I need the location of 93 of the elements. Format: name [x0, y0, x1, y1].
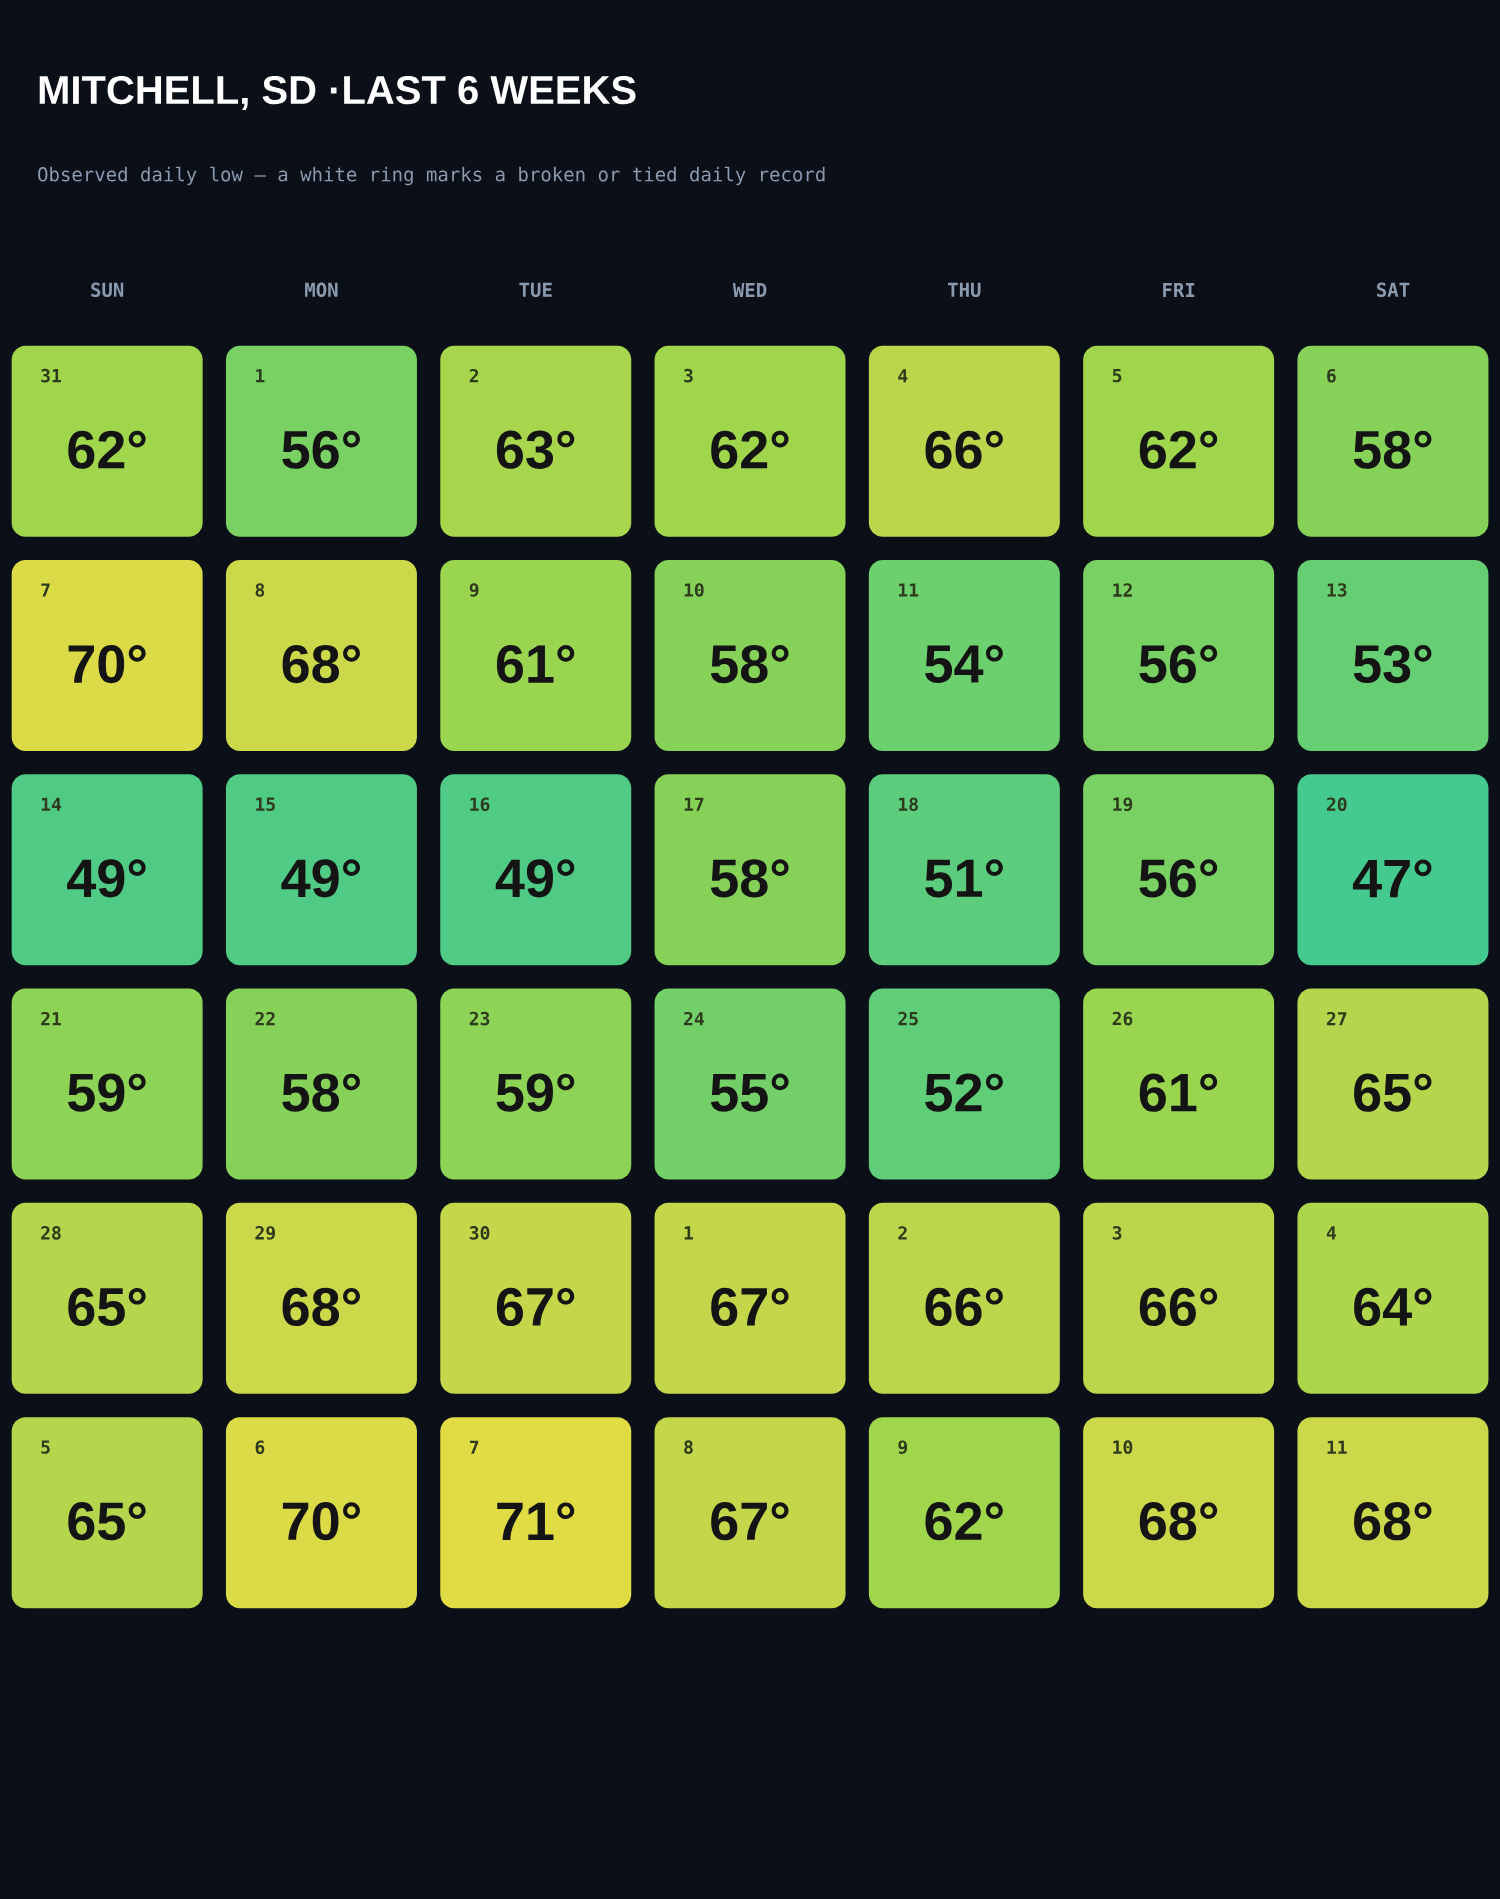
annotation: 13 — [1327, 583, 1347, 597]
x-tick-label: THU — [948, 282, 981, 297]
annotation: 7 — [469, 1440, 479, 1454]
data-label: 58° — [710, 859, 789, 898]
annotation: 6 — [1327, 368, 1336, 383]
annotation: 28 — [41, 1226, 61, 1240]
x-tick-label: WED — [732, 283, 767, 297]
data-label: 52° — [925, 1073, 1003, 1112]
x-tick-label: SAT — [1376, 282, 1410, 297]
annotation: 5 — [41, 1440, 50, 1454]
annotation: 21 — [41, 1011, 61, 1026]
data-label: 61° — [496, 644, 575, 684]
x-tick-label: FRI — [1163, 283, 1195, 297]
annotation: 5 — [1112, 369, 1122, 383]
data-label: 62° — [925, 1502, 1003, 1541]
data-label: 71° — [497, 1502, 575, 1541]
annotation: 10 — [684, 583, 704, 597]
data-label: 56° — [1139, 644, 1218, 684]
annotation: 20 — [1326, 797, 1347, 812]
annotation: 25 — [898, 1011, 918, 1026]
data-label: 67° — [496, 1287, 575, 1327]
annotation: 1 — [684, 1226, 693, 1240]
annotation: 1 — [256, 369, 265, 383]
annotation: 9 — [469, 583, 479, 597]
annotation: 19 — [1113, 797, 1133, 812]
annotation: 16 — [470, 797, 490, 812]
data-label: 63° — [496, 430, 575, 469]
data-label: 62° — [68, 430, 146, 469]
annotation: 11 — [898, 583, 919, 597]
data-label: 58° — [710, 644, 789, 684]
annotation: 9 — [898, 1440, 908, 1454]
data-label: 58° — [282, 1073, 360, 1112]
data-label: 55° — [710, 1073, 789, 1112]
data-label: 70° — [68, 644, 146, 684]
data-label: 65° — [68, 1287, 146, 1327]
data-label: 64° — [1354, 1287, 1432, 1327]
annotation: 3 — [1112, 1226, 1122, 1240]
data-label: 56° — [282, 430, 360, 469]
data-label: 59° — [67, 1073, 146, 1112]
x-tick-label: SUN — [91, 282, 124, 297]
x-tick-label: MON — [305, 282, 338, 297]
data-label: 67° — [711, 1287, 789, 1327]
data-label: 68° — [282, 1287, 360, 1327]
data-label: 49° — [281, 859, 360, 898]
annotation: 23 — [469, 1011, 490, 1026]
annotation: 31 — [41, 368, 61, 383]
data-label: 68° — [1139, 1502, 1218, 1541]
annotation: 2 — [898, 1226, 907, 1240]
data-label: 67° — [711, 1502, 789, 1541]
data-label: 54° — [925, 644, 1003, 684]
annotation: 4 — [1326, 1226, 1336, 1240]
annotation: 27 — [1326, 1011, 1347, 1026]
data-label: 49° — [495, 859, 575, 898]
data-label: 56° — [1139, 859, 1218, 898]
data-label: 51° — [925, 859, 1003, 898]
annotation: 11 — [1327, 1440, 1347, 1454]
data-label: 58° — [1353, 430, 1432, 469]
data-label: 62° — [711, 430, 789, 469]
data-label: 49° — [67, 859, 146, 898]
annotation: 30 — [469, 1226, 490, 1240]
annotation: 15 — [256, 797, 275, 811]
data-label: 61° — [1139, 1073, 1218, 1112]
data-label: 65° — [68, 1502, 146, 1541]
data-label: 59° — [496, 1073, 575, 1112]
data-label: 68° — [1354, 1502, 1432, 1541]
annotation: 12 — [1113, 583, 1132, 597]
data-label: 70° — [282, 1502, 360, 1541]
annotation: 18 — [898, 797, 918, 812]
annotation: 6 — [255, 1440, 265, 1454]
annotation: 8 — [684, 1440, 693, 1454]
annotation: 17 — [684, 797, 704, 811]
annotation: 14 — [41, 797, 61, 811]
annotation: 10 — [1113, 1440, 1133, 1454]
x-tick-label: TUE — [519, 282, 552, 297]
chart-subtitle: Observed daily low — a white ring marks a broken or tied daily record — [38, 166, 825, 186]
chart-title: MITCHELL, SD ·LAST 6 WEEKS — [39, 75, 636, 111]
annotation: 7 — [41, 583, 50, 597]
annotation: 2 — [469, 369, 479, 383]
data-label: 62° — [1139, 430, 1218, 469]
annotation: 4 — [898, 369, 908, 383]
data-label: 65° — [1354, 1073, 1432, 1112]
annotation: 8 — [255, 583, 265, 597]
data-label: 66° — [925, 430, 1003, 469]
data-label: 47° — [1352, 859, 1432, 898]
data-label: 68° — [282, 644, 360, 684]
annotation: 22 — [255, 1011, 275, 1026]
data-label: 53° — [1353, 644, 1432, 684]
annotation: 29 — [255, 1226, 275, 1240]
annotation: 3 — [684, 368, 693, 383]
annotation: 26 — [1112, 1011, 1133, 1026]
annotation: 24 — [684, 1011, 704, 1026]
data-label: 66° — [1139, 1287, 1218, 1327]
data-label: 66° — [925, 1287, 1003, 1327]
